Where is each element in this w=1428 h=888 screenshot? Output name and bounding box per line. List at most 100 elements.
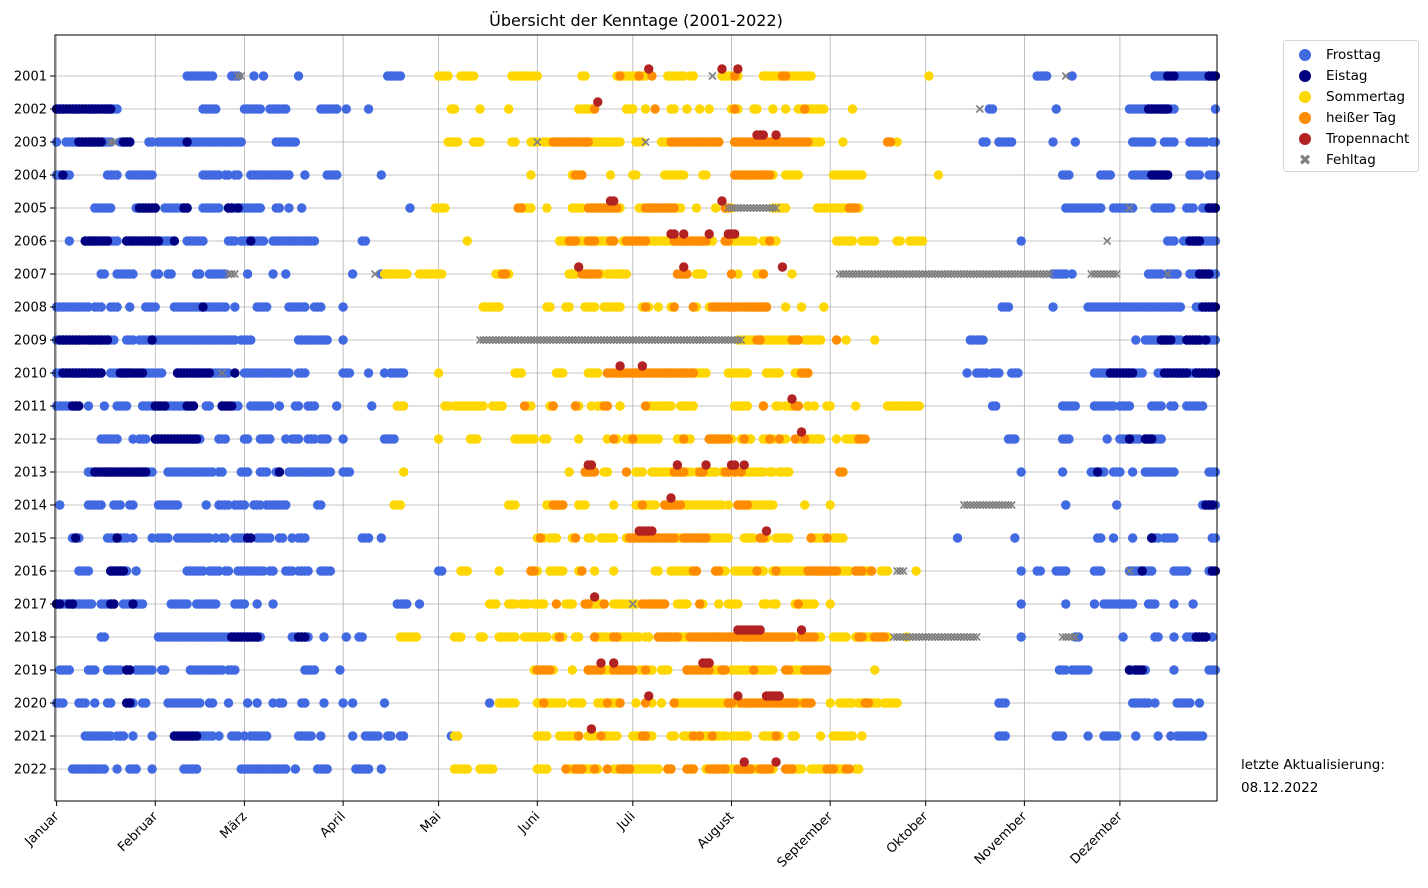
- day-marker: [182, 599, 192, 609]
- day-marker: [1188, 203, 1198, 213]
- fehltag-marker: [657, 335, 666, 345]
- fehltag-marker: [759, 203, 768, 213]
- fehltag-marker: [507, 335, 516, 345]
- day-marker: [223, 698, 234, 708]
- day-marker: [284, 170, 294, 180]
- day-marker: [402, 599, 412, 609]
- day-marker: [612, 203, 622, 213]
- day-marker: [137, 368, 148, 378]
- fehltag-marker: [864, 269, 873, 279]
- day-marker: [1188, 599, 1198, 609]
- fehltag-marker: [1058, 632, 1067, 642]
- day-marker: [1194, 170, 1205, 180]
- y-tick-label: 2001: [14, 70, 47, 85]
- fehltag-marker: [915, 269, 924, 279]
- day-marker: [761, 526, 772, 536]
- day-marker: [640, 698, 651, 708]
- day-marker: [914, 401, 925, 411]
- day-marker: [612, 632, 622, 642]
- day-marker: [895, 236, 905, 246]
- fehltag-marker: [676, 335, 685, 345]
- day-marker: [1016, 599, 1026, 609]
- fehltag-marker: [679, 335, 688, 345]
- day-marker: [1089, 599, 1100, 609]
- day-marker: [634, 71, 644, 81]
- day-marker: [809, 632, 819, 642]
- fehltag-marker: [510, 335, 520, 345]
- day-marker: [96, 500, 106, 510]
- day-marker: [529, 434, 539, 444]
- fehltag-marker: [994, 500, 1003, 510]
- day-marker: [488, 764, 498, 774]
- x-tick-label: September: [775, 809, 837, 871]
- fehltag-marker: [1013, 269, 1023, 279]
- day-marker: [573, 632, 584, 642]
- circle-marker-icon: [1284, 111, 1326, 124]
- day-marker: [1041, 71, 1052, 81]
- day-marker: [325, 467, 336, 477]
- day-marker: [714, 566, 724, 576]
- day-marker: [64, 236, 75, 246]
- day-marker: [182, 203, 192, 213]
- fehltag-marker: [908, 269, 918, 279]
- fehltag-marker: [580, 335, 590, 345]
- fehltag-marker: [663, 335, 672, 345]
- day-marker: [128, 599, 138, 609]
- day-marker: [787, 269, 797, 279]
- day-marker: [554, 632, 565, 642]
- fehltag-marker: [730, 335, 739, 345]
- series-eistag: [51, 71, 1221, 741]
- day-marker: [796, 302, 807, 312]
- y-tick-label: 2021: [14, 730, 47, 745]
- day-marker: [363, 764, 374, 774]
- fehltag-marker: [975, 269, 984, 279]
- fehltag-marker: [947, 632, 956, 642]
- y-tick-label: 2014: [14, 499, 47, 514]
- day-marker: [230, 368, 240, 378]
- fehltag-marker: [1026, 269, 1035, 279]
- y-tick-label: 2002: [14, 103, 47, 118]
- day-marker: [704, 229, 714, 239]
- day-marker: [803, 368, 813, 378]
- day-marker: [128, 269, 138, 279]
- day-marker: [729, 71, 740, 81]
- fehltag-marker: [587, 335, 596, 345]
- fehltag-marker: [635, 335, 644, 345]
- fehltag-marker: [1029, 269, 1039, 279]
- grid: [55, 35, 1217, 801]
- day-marker: [866, 566, 877, 576]
- fehltag-marker: [495, 335, 504, 345]
- day-marker: [739, 757, 749, 767]
- fehltag-marker: [603, 335, 612, 345]
- fehltag-marker: [638, 335, 647, 345]
- day-marker: [577, 698, 587, 708]
- legend-item: Eistag: [1284, 65, 1418, 86]
- day-marker: [768, 665, 778, 675]
- fehltag-marker: [756, 203, 765, 213]
- day-marker: [309, 665, 320, 675]
- day-marker: [147, 764, 157, 774]
- day-marker: [347, 698, 358, 708]
- day-marker: [1150, 599, 1160, 609]
- day-marker: [1182, 566, 1192, 576]
- plot-frame: [54, 34, 1218, 802]
- day-marker: [573, 262, 584, 272]
- day-marker: [1185, 698, 1195, 708]
- day-marker: [223, 566, 234, 576]
- legend-item: Tropennacht: [1284, 128, 1418, 149]
- y-tick-label: 2017: [14, 598, 47, 613]
- day-marker: [268, 599, 278, 609]
- day-marker: [819, 104, 829, 114]
- day-marker: [1147, 566, 1157, 576]
- day-marker: [386, 731, 396, 741]
- day-marker: [1201, 632, 1211, 642]
- day-marker: [742, 368, 753, 378]
- day-marker: [1092, 467, 1103, 477]
- fehltag-marker: [937, 632, 946, 642]
- day-marker: [163, 533, 173, 543]
- day-marker: [803, 137, 813, 147]
- fehltag-marker: [1004, 500, 1013, 510]
- legend-item: Sommertag: [1284, 86, 1418, 107]
- day-marker: [609, 533, 619, 543]
- y-tick-label: 2018: [14, 631, 47, 646]
